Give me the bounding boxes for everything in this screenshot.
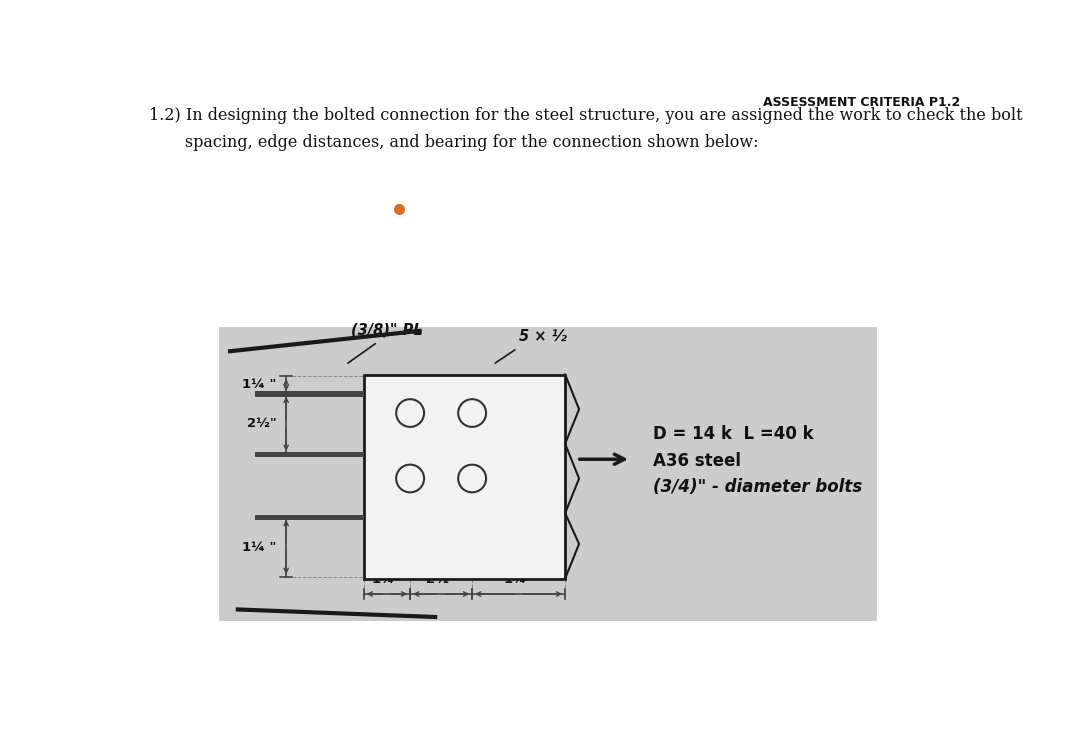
Circle shape xyxy=(458,465,486,492)
Bar xyxy=(255,451,364,457)
Text: 2½": 2½" xyxy=(247,418,276,430)
Bar xyxy=(218,326,877,621)
Text: spacing, edge distances, and bearing for the connection shown below:: spacing, edge distances, and bearing for… xyxy=(149,134,758,152)
Text: A36 steel: A36 steel xyxy=(652,451,741,470)
Text: ASSESSMENT CRITERIA P1.2: ASSESSMENT CRITERIA P1.2 xyxy=(764,96,960,109)
Text: 1¼": 1¼" xyxy=(372,573,402,586)
Text: 1¼": 1¼" xyxy=(503,573,534,586)
Bar xyxy=(255,391,364,397)
Bar xyxy=(255,515,364,520)
Bar xyxy=(364,374,565,579)
Text: 1¼ ": 1¼ " xyxy=(242,541,276,554)
Text: 1.2) In designing the bolted connection for the steel structure, you are assigne: 1.2) In designing the bolted connection … xyxy=(149,107,1023,123)
Text: 1¼ ": 1¼ " xyxy=(242,379,276,391)
Text: 2½": 2½" xyxy=(427,573,456,586)
Text: (3/4)" - diameter bolts: (3/4)" - diameter bolts xyxy=(652,479,862,497)
Circle shape xyxy=(458,399,486,427)
Text: (3/8)" PL: (3/8)" PL xyxy=(351,323,422,338)
Circle shape xyxy=(396,399,424,427)
Text: D = 14 k  L =40 k: D = 14 k L =40 k xyxy=(652,424,813,442)
Text: 5 × ½: 5 × ½ xyxy=(518,329,566,344)
Circle shape xyxy=(396,465,424,492)
